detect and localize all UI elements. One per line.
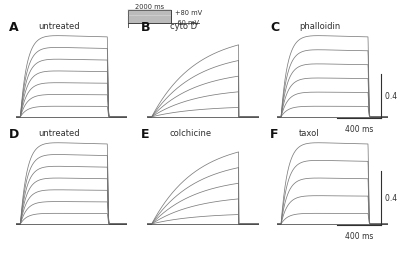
- Text: F: F: [270, 127, 279, 140]
- Bar: [128, 11, 172, 24]
- Text: 400 ms: 400 ms: [345, 231, 373, 240]
- Text: cyto D: cyto D: [170, 22, 197, 30]
- Text: B: B: [140, 21, 150, 34]
- Text: untreated: untreated: [38, 22, 80, 30]
- Text: untreated: untreated: [38, 128, 80, 137]
- Text: 0.4 nA: 0.4 nA: [384, 92, 398, 101]
- Text: C: C: [270, 21, 279, 34]
- Text: phalloidin: phalloidin: [299, 22, 340, 30]
- Text: E: E: [140, 127, 149, 140]
- Text: A: A: [9, 21, 19, 34]
- Text: 0.4 nA: 0.4 nA: [384, 194, 398, 202]
- Text: 400 ms: 400 ms: [345, 124, 373, 133]
- Text: taxol: taxol: [299, 128, 320, 137]
- Text: +80 mV: +80 mV: [175, 10, 202, 16]
- Text: D: D: [9, 127, 20, 140]
- Text: 2000 ms: 2000 ms: [135, 4, 164, 10]
- Text: colchicine: colchicine: [170, 128, 212, 137]
- Text: -60 mV: -60 mV: [175, 20, 199, 26]
